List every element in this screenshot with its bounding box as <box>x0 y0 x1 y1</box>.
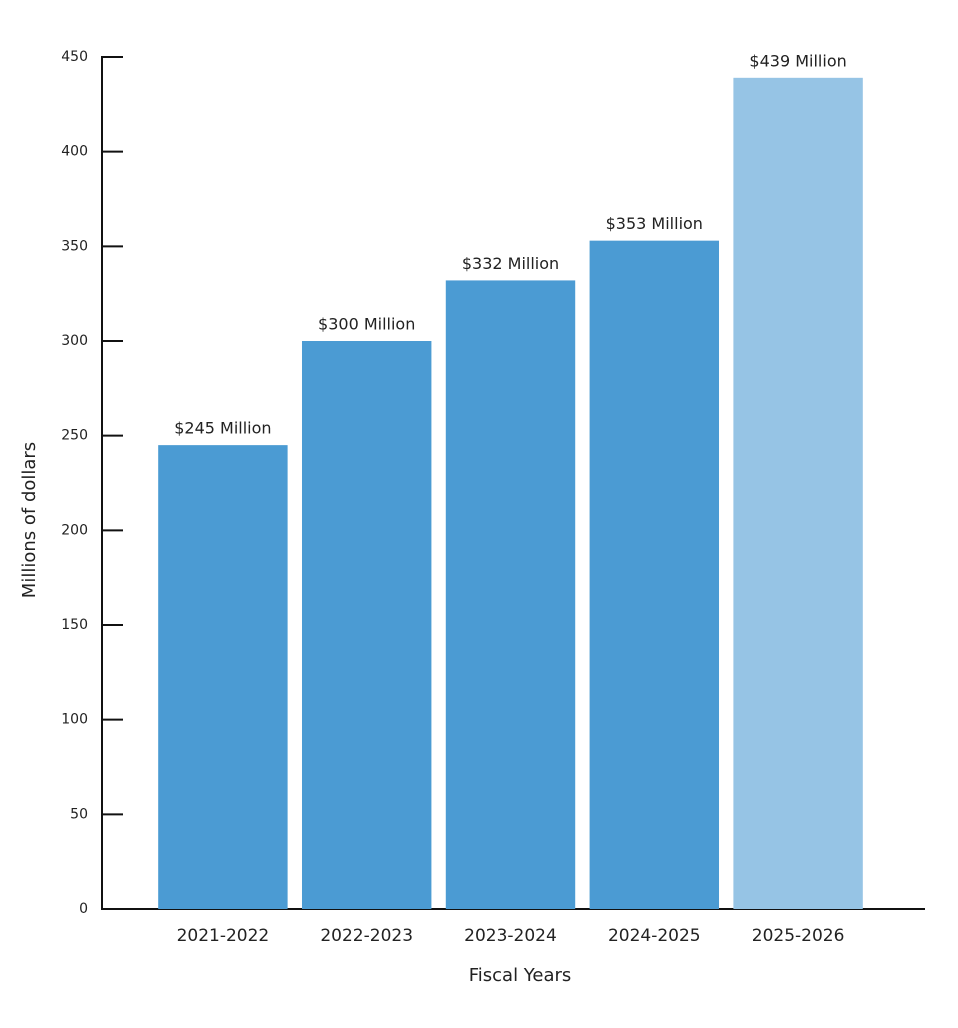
value-label: $353 Million <box>606 214 703 233</box>
bar <box>301 341 432 909</box>
y-tick-label: 100 <box>61 712 88 728</box>
x-tick-label: 2024-2025 <box>608 926 701 946</box>
x-tick-label: 2023-2024 <box>464 926 557 946</box>
y-tick-label: 0 <box>79 901 88 917</box>
y-tick-label: 400 <box>61 144 88 160</box>
bar <box>158 445 288 909</box>
value-label: $245 Million <box>174 419 271 438</box>
x-tick-label: 2022-2023 <box>320 926 413 946</box>
bar <box>733 77 863 910</box>
y-tick-label: 350 <box>61 238 88 254</box>
value-label: $439 Million <box>749 51 846 70</box>
x-axis-title: Fiscal Years <box>469 965 572 986</box>
y-axis-title: Millions of dollars <box>19 442 40 598</box>
y-tick-label: 200 <box>61 522 88 538</box>
x-tick-label: 2025-2026 <box>752 926 845 946</box>
y-tick-label: 300 <box>61 333 88 349</box>
x-tick-label: 2021-2022 <box>177 926 270 946</box>
value-label: $332 Million <box>462 254 559 273</box>
bar <box>589 240 720 910</box>
bar <box>445 280 576 909</box>
value-label: $300 Million <box>318 315 415 334</box>
y-tick-label: 450 <box>61 49 88 65</box>
y-tick-label: 50 <box>70 806 88 822</box>
y-tick-label: 250 <box>61 428 88 444</box>
y-tick-label: 150 <box>61 617 88 633</box>
